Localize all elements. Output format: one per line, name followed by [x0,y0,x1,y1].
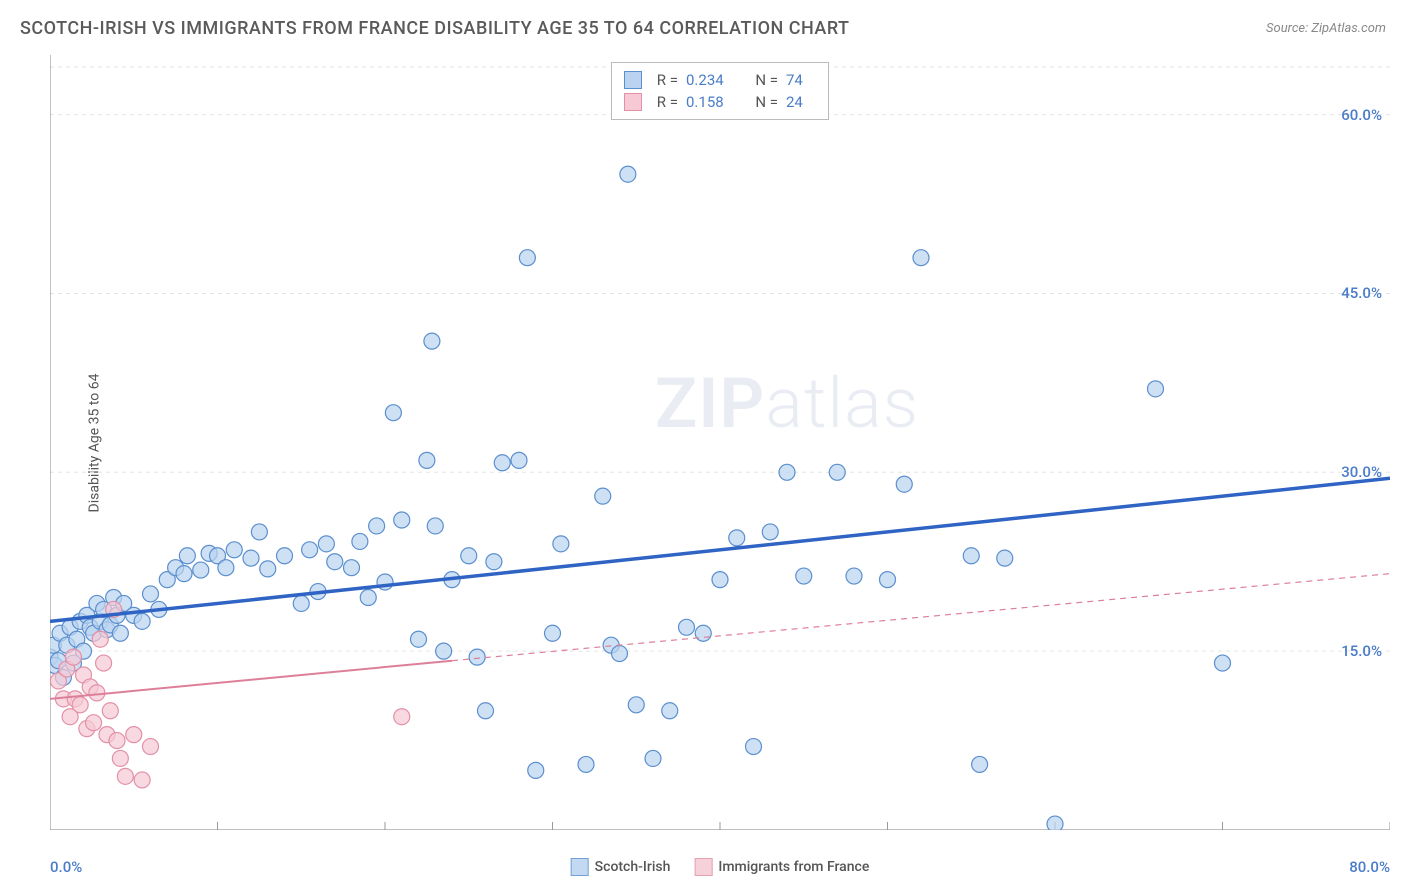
chart-source: Source: ZipAtlas.com [1266,21,1386,36]
legend-swatch-blue [624,71,642,89]
legend-item-1: Scotch-Irish [571,858,671,876]
chart-header: SCOTCH-IRISH VS IMMIGRANTS FROM FRANCE D… [0,0,1406,49]
x-max-label: 80.0% [1349,858,1390,876]
stats-row-2: R = 0.158 N = 24 [624,91,816,113]
series-legend: Scotch-Irish Immigrants from France [571,858,870,876]
stats-legend: R = 0.234 N = 74 R = 0.158 N = 24 [611,62,829,120]
scatter-plot [50,55,1390,830]
y-tick-label: 45.0% [1341,284,1382,302]
chart-title: SCOTCH-IRISH VS IMMIGRANTS FROM FRANCE D… [20,18,850,39]
chart-area: Disability Age 35 to 64 15.0%30.0%45.0%6… [50,55,1390,830]
legend-swatch-pink [624,93,642,111]
y-tick-label: 15.0% [1341,642,1382,660]
y-tick-label: 60.0% [1341,106,1382,124]
x-min-label: 0.0% [50,858,82,876]
y-tick-label: 30.0% [1341,463,1382,481]
legend-item-2: Immigrants from France [694,858,869,876]
stats-row-1: R = 0.234 N = 74 [624,69,816,91]
